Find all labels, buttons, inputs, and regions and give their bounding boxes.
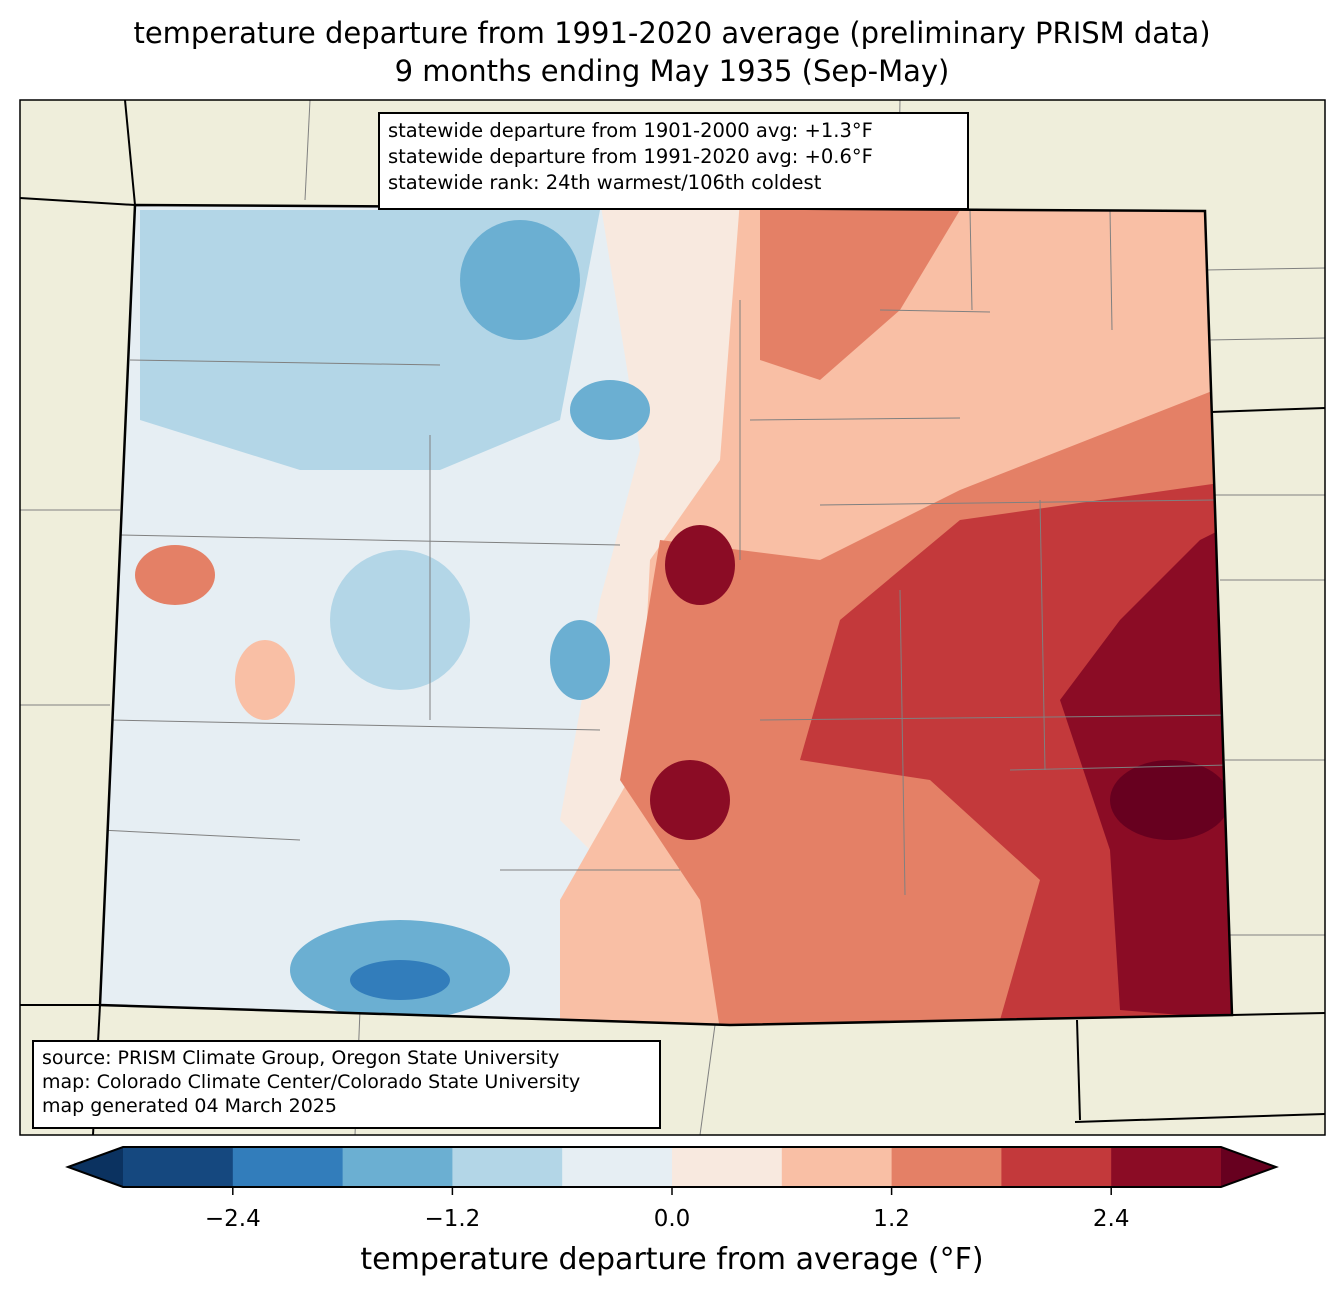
source-line-1: source: PRISM Climate Group, Oregon Stat… [42, 1047, 560, 1069]
info-line-1: statewide departure from 1901-2000 avg: … [388, 119, 873, 142]
map-title: temperature departure from 1991-2020 ave… [133, 16, 1211, 50]
colorbar-bin [452, 1147, 563, 1187]
map-subtitle: 9 months ending May 1935 (Sep-May) [394, 54, 950, 88]
temperature-field [100, 205, 1232, 1025]
colorbar-bin [232, 1147, 344, 1187]
colorbar-extend-low [68, 1147, 123, 1187]
info-line-2: statewide departure from 1991-2020 avg: … [388, 145, 873, 168]
colorado-boundary [98, 203, 1234, 1027]
colorbar-bin [123, 1147, 234, 1187]
colorbar-bin [781, 1147, 893, 1187]
colorbar-tick-label: 2.4 [1092, 1206, 1130, 1232]
colorbar-outline [65, 1146, 1279, 1188]
colorbar-bin [342, 1147, 453, 1187]
colorbar [65, 1146, 1279, 1195]
source-box: source: PRISM Climate Group, Oregon Stat… [32, 1040, 661, 1129]
colorbar-bin [891, 1147, 1002, 1187]
colorbar-bin [1001, 1147, 1112, 1187]
colorbar-bin [562, 1147, 673, 1187]
map-frame [19, 99, 1326, 1136]
source-line-2: map: Colorado Climate Center/Colorado St… [42, 1071, 581, 1093]
colorbar-bin [672, 1147, 783, 1187]
colorbar-extend-high [1221, 1147, 1276, 1187]
colorbar-tick-label: 0.0 [653, 1206, 691, 1232]
info-line-3: statewide rank: 24th warmest/106th colde… [388, 171, 822, 194]
county-boundaries [100, 209, 1232, 896]
statewide-info-box: statewide departure from 1901-2000 avg: … [378, 112, 969, 210]
colorbar-tick-label: −1.2 [424, 1206, 481, 1232]
source-line-3: map generated 04 March 2025 [42, 1095, 337, 1117]
colorbar-bin [1111, 1147, 1222, 1187]
colorbar-label: temperature departure from average (°F) [360, 1242, 984, 1277]
colorbar-tick-label: 1.2 [873, 1206, 910, 1232]
colorbar-tick-label: −2.4 [204, 1206, 261, 1232]
